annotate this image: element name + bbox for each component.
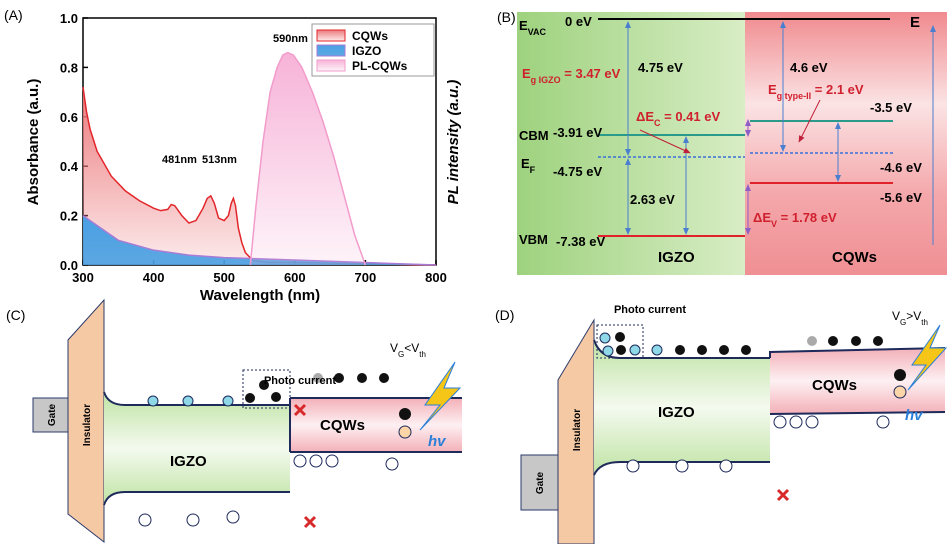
panel-d: (D) Gate Insulator Photo current VG>Vth … bbox=[495, 304, 946, 544]
area bbox=[250, 53, 365, 265]
energy-label: -5.6 eV bbox=[880, 190, 922, 205]
annotation: 590nm bbox=[273, 33, 308, 45]
text: E bbox=[768, 82, 777, 97]
legend-label: PL-CQWs bbox=[352, 59, 408, 73]
x-tick-label: 500 bbox=[213, 270, 235, 285]
text: E bbox=[521, 156, 530, 171]
material-label: CQWs bbox=[812, 377, 857, 394]
text: = 3.47 eV bbox=[561, 66, 621, 81]
text: >V bbox=[906, 309, 921, 323]
text: g IGZO bbox=[531, 75, 561, 85]
text: th bbox=[921, 318, 928, 327]
gate-label: Gate bbox=[47, 403, 58, 426]
text: ΔE bbox=[636, 109, 654, 124]
panel-b: (B) EVAC 0 eV E 4.75 eV 4.6 eV Eg IGZO =… bbox=[497, 9, 947, 275]
y2-axis-title: PL intensity (a.u.) bbox=[445, 80, 462, 205]
panel-label: (B) bbox=[497, 9, 516, 25]
y-tick-label: 0.2 bbox=[60, 209, 78, 224]
y-tick-label: 0.8 bbox=[60, 60, 78, 75]
text: <V bbox=[404, 341, 419, 355]
text: E bbox=[522, 66, 531, 81]
text: VAC bbox=[528, 27, 547, 37]
x-tick-label: 400 bbox=[143, 270, 165, 285]
level-label: CBM bbox=[519, 128, 549, 143]
text: V bbox=[892, 309, 900, 323]
x-tick-label: 800 bbox=[425, 270, 447, 285]
energy-label: -3.91 eV bbox=[553, 125, 602, 140]
material-label: IGZO bbox=[658, 404, 695, 421]
material-label: CQWs bbox=[320, 417, 365, 434]
figure: (A) Wavelength (nm) Absorbance (a.u.) PL… bbox=[0, 0, 951, 544]
text: = 0.41 eV bbox=[661, 109, 721, 124]
insulator-label: Insulator bbox=[572, 409, 583, 451]
energy-label: 4.75 eV bbox=[638, 60, 683, 75]
energy-label: 4.6 eV bbox=[790, 60, 828, 75]
energy-label: -7.38 eV bbox=[556, 234, 605, 249]
panel-a: (A) Wavelength (nm) Absorbance (a.u.) PL… bbox=[4, 7, 462, 304]
level-label: VBM bbox=[519, 232, 548, 247]
text: g type-II bbox=[777, 91, 812, 101]
energy-label: 0 eV bbox=[565, 14, 592, 29]
material-label: IGZO bbox=[658, 249, 695, 266]
insulator-label: Insulator bbox=[82, 404, 93, 446]
photon-label: hv bbox=[428, 433, 447, 450]
panel-label: (C) bbox=[6, 307, 25, 323]
y-tick-label: 0.4 bbox=[60, 159, 79, 174]
material-label: CQWs bbox=[832, 249, 877, 266]
panel-label: (A) bbox=[4, 7, 23, 23]
igzo-channel bbox=[104, 392, 290, 505]
material-label: IGZO bbox=[170, 453, 207, 470]
text: V bbox=[390, 341, 398, 355]
y-tick-label: 0.6 bbox=[60, 110, 78, 125]
annotation: 481nm bbox=[162, 154, 197, 166]
gate-voltage-label: VG>Vth bbox=[892, 309, 928, 327]
text: F bbox=[530, 165, 536, 175]
electron bbox=[807, 336, 817, 346]
energy-label: -4.6 eV bbox=[880, 160, 922, 175]
text: ΔE bbox=[753, 210, 771, 225]
energy-axis-label: E bbox=[910, 14, 920, 31]
legend-swatch bbox=[317, 30, 345, 41]
annotation: 513nm bbox=[202, 154, 237, 166]
x-tick-label: 700 bbox=[355, 270, 377, 285]
y-tick-label: 0.0 bbox=[60, 258, 78, 273]
photon-label: hv bbox=[905, 407, 924, 424]
text: th bbox=[419, 350, 426, 359]
x-axis-title: Wavelength (nm) bbox=[200, 287, 320, 304]
legend-swatch bbox=[317, 45, 345, 56]
panel-label: (D) bbox=[495, 307, 514, 323]
energy-label: -4.75 eV bbox=[553, 164, 602, 179]
gate-voltage-label: VG<Vth bbox=[390, 341, 426, 359]
energy-label: 2.63 eV bbox=[630, 192, 675, 207]
electrons bbox=[600, 333, 662, 356]
y-axis-title: Absorbance (a.u.) bbox=[25, 79, 42, 206]
photo-current-label: Photo current bbox=[264, 375, 336, 387]
gate-label: Gate bbox=[535, 471, 546, 494]
legend-swatch bbox=[317, 60, 345, 71]
y-tick-label: 1.0 bbox=[60, 11, 78, 26]
text: = 2.1 eV bbox=[811, 82, 864, 97]
cqw-region bbox=[745, 12, 947, 275]
legend-label: CQWs bbox=[352, 29, 388, 43]
text: = 1.78 eV bbox=[777, 210, 837, 225]
energy-label: -3.5 eV bbox=[870, 100, 912, 115]
text: E bbox=[519, 18, 528, 33]
legend-label: IGZO bbox=[352, 44, 381, 58]
photo-current-label: Photo current bbox=[614, 304, 686, 316]
x-tick-label: 600 bbox=[284, 270, 306, 285]
blocked-mark bbox=[778, 490, 788, 500]
panel-c: (C) Gate Insulator Photo current VG<Vth … bbox=[6, 300, 462, 542]
